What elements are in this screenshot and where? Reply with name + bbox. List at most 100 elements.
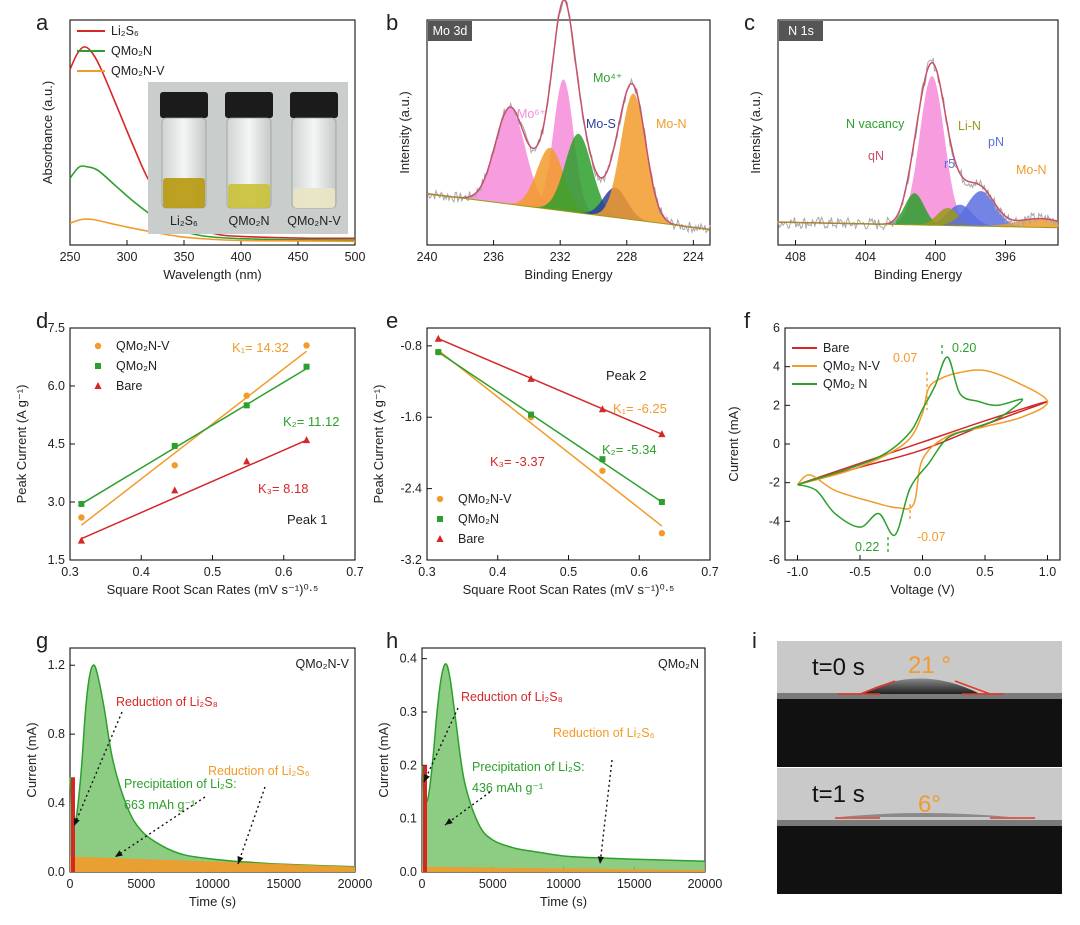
arrowhead <box>237 856 244 864</box>
panel-letter-h: h <box>386 628 398 653</box>
x-tick-label: 0.3 <box>61 565 78 579</box>
y-tick-label: 0.8 <box>48 727 65 741</box>
x-tick-label: 228 <box>616 250 637 264</box>
legend-label: QMo₂N <box>116 359 157 373</box>
y-axis-label: Current (mA) <box>24 722 39 797</box>
arrowhead <box>445 818 453 825</box>
time-label: t=0 s <box>812 654 865 681</box>
tangent-left <box>859 680 896 695</box>
fit-peak-4 <box>778 191 1058 228</box>
y-tick-label: 1.5 <box>48 553 65 567</box>
data-point <box>528 411 535 418</box>
arrowhead <box>73 818 80 826</box>
x-tick-label: 350 <box>174 250 195 264</box>
y-axis-label: Intensity (a.u.) <box>397 91 412 173</box>
data-point <box>95 363 101 369</box>
fit-line-1 <box>437 351 663 503</box>
y-tick-label: 0.3 <box>400 705 417 719</box>
data-point <box>435 349 442 356</box>
peak-annotation: r5 <box>944 157 955 171</box>
slope-label: K₂= 11.12 <box>283 414 340 429</box>
fit-line-2 <box>438 338 663 435</box>
y-tick-label: -1.6 <box>400 410 422 424</box>
legend-label: Bare <box>458 532 484 546</box>
x-tick-label: 0.4 <box>489 565 506 579</box>
x-tick-label: 300 <box>117 250 138 264</box>
data-point <box>171 486 179 494</box>
x-tick-label: 1.0 <box>1039 565 1056 579</box>
slope-label: K₂= -5.34 <box>602 442 657 457</box>
y-tick-label: 6.0 <box>48 379 65 393</box>
process-annotation: Reduction of Li₂S₈ <box>116 695 218 709</box>
vial-cap <box>225 92 273 118</box>
panel-letter-e: e <box>386 308 398 333</box>
y-tick-label: 3.0 <box>48 495 65 509</box>
y-tick-label: 6 <box>773 321 780 335</box>
x-tick-label: 5000 <box>479 877 507 891</box>
peak-annotation: Mo-S <box>586 117 616 131</box>
panel-letter-g: g <box>36 628 48 653</box>
peak-voltage-label: -0.07 <box>917 530 946 544</box>
y-axis-label: Intensity (a.u.) <box>748 91 763 173</box>
panel-letter-c: c <box>744 10 755 35</box>
peak-annotation: Mo-N <box>656 117 687 131</box>
arrowhead <box>115 850 123 857</box>
y-axis-label: Current (mA) <box>376 722 391 797</box>
process-annotation: Reduction of Li₂S₈ <box>461 690 563 704</box>
annotation-arrow <box>237 786 266 865</box>
x-tick-label: 10000 <box>546 877 581 891</box>
axes-h: 0 5000 10000 15000 20000 0.0 0.1 0.2 0.3 0.4 Time … <box>376 647 722 909</box>
y-tick-label: -3.2 <box>400 553 422 567</box>
substrate-line <box>777 693 1062 699</box>
vial-cap <box>290 92 338 118</box>
y-tick-label: 0.2 <box>400 758 417 772</box>
x-tick-label: 224 <box>683 250 704 264</box>
li2s8-reduction-area <box>423 765 427 872</box>
y-tick-label: -2.4 <box>400 482 422 496</box>
y-tick-label: 7.5 <box>48 321 65 335</box>
x-tick-label: 0.5 <box>560 565 577 579</box>
legend-label: QMo₂N-V <box>111 64 165 78</box>
data-point <box>436 495 444 503</box>
x-tick-label: -1.0 <box>787 565 809 579</box>
li2s6-reduction-area <box>422 866 705 872</box>
peak-label: Peak 1 <box>287 512 327 527</box>
tangent-right <box>954 680 991 695</box>
x-tick-label: 450 <box>288 250 309 264</box>
x-axis-label: Time (s) <box>540 894 587 909</box>
x-tick-label: 10000 <box>195 877 230 891</box>
x-tick-label: 408 <box>785 250 806 264</box>
axes-g: 0 5000 10000 15000 20000 0.0 0.4 0.8 1.2 Time (s)… <box>24 647 372 909</box>
x-tick-label: 400 <box>231 250 252 264</box>
droplet <box>840 813 1010 817</box>
region-tag: Mo 3d <box>433 24 468 38</box>
plot-frame <box>69 19 356 246</box>
fit-line-1 <box>81 367 307 505</box>
slope-label: K₁= 14.32 <box>232 340 289 355</box>
x-axis-label: Voltage (V) <box>890 582 954 597</box>
slope-label: K₃= 8.18 <box>258 481 308 496</box>
y-tick-label: -6 <box>769 553 780 567</box>
x-tick-label: 0.5 <box>204 565 221 579</box>
x-axis-label: Square Root Scan Rates (mV s⁻¹)⁰·⁵ <box>463 582 675 597</box>
fit-envelope <box>426 0 711 231</box>
axes-c: 408 404 400 396 Binding Energy Intensity (a.u… <box>748 19 1059 282</box>
li2s-precipitation-area <box>70 665 355 872</box>
y-axis-label: Absorbance (a.u.) <box>40 81 55 184</box>
y-tick-label: 0 <box>773 437 780 451</box>
legend-label: Bare <box>823 341 849 355</box>
y-tick-label: -2 <box>769 476 780 490</box>
contact-angle-frame-1: t=1 s 6° <box>777 768 1062 894</box>
data-point <box>658 430 666 438</box>
legend-label: Li₂S₆ <box>111 24 139 38</box>
annotation-arrow <box>599 759 613 865</box>
substrate-line <box>777 820 1062 826</box>
annotation-arrow <box>73 711 123 827</box>
annotation-arrow <box>423 707 459 783</box>
x-tick-label: -0.5 <box>849 565 871 579</box>
li2s8-reduction-area <box>71 777 75 872</box>
contact-angle-frame-0: t=0 s 21 ° <box>777 641 1062 767</box>
x-tick-label: 0.6 <box>631 565 648 579</box>
process-annotation: 663 mAh g⁻¹ <box>124 798 195 812</box>
